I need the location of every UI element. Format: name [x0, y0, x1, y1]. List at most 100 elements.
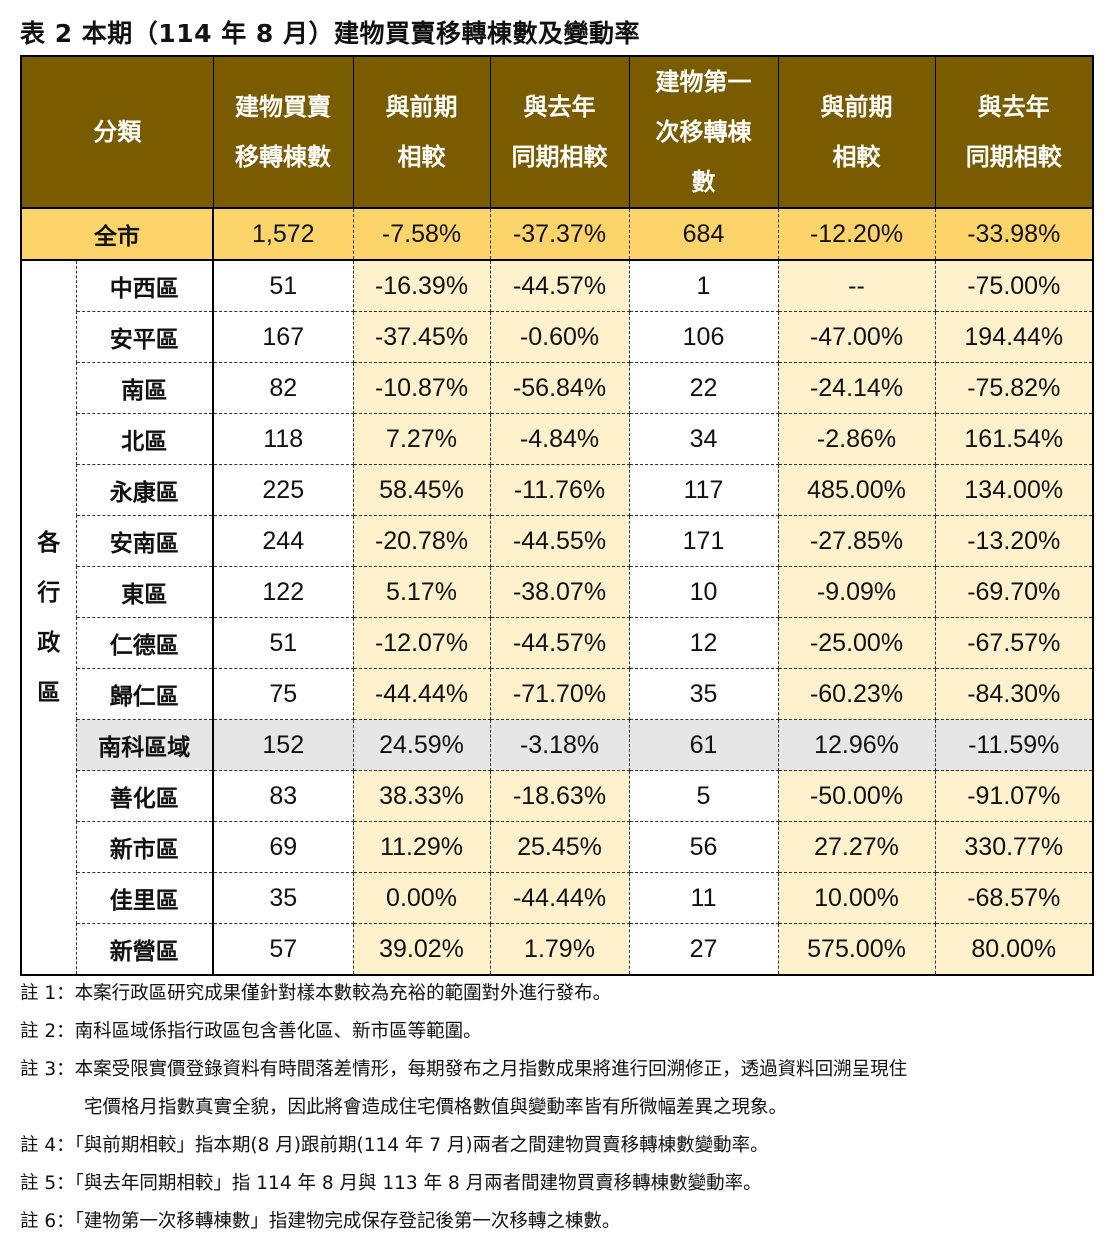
- value-cell: 684: [628, 207, 779, 261]
- table-row: 仁德區 51 -12.07% -44.57% 12 -25.00% -67.57%: [21, 617, 1094, 669]
- value-cell: 5: [628, 770, 779, 822]
- header-vs-previous: 與前期 相較: [352, 55, 491, 209]
- value-cell: -75.82%: [934, 362, 1094, 414]
- total-row: 全市 1,572 -7.58% -37.37% 684 -12.20% -33.98%: [20, 207, 1094, 261]
- value-cell: 575.00%: [777, 923, 936, 976]
- value-cell: -44.44%: [489, 872, 630, 924]
- value-cell: -68.57%: [934, 872, 1094, 924]
- value-cell: 10: [628, 566, 779, 618]
- table-row: 安南區 244 -20.78% -44.55% 171 -27.85% -13.20%: [21, 515, 1094, 567]
- district-name: 中西區: [75, 259, 214, 312]
- value-cell: -12.07%: [352, 617, 491, 669]
- value-cell: -24.14%: [777, 362, 936, 414]
- value-cell: 82: [212, 362, 354, 414]
- value-cell: 22: [628, 362, 779, 414]
- value-cell: 117: [628, 464, 779, 516]
- district-name: 永康區: [75, 464, 214, 516]
- district-name: 仁德區: [75, 617, 214, 669]
- value-cell: 69: [212, 821, 354, 873]
- value-cell: -37.37%: [489, 207, 630, 261]
- value-cell: 167: [212, 311, 354, 363]
- value-cell: -75.00%: [934, 259, 1094, 312]
- table-title: 表 2 本期（114 年 8 月）建物買賣移轉棟數及變動率: [20, 19, 640, 48]
- district-name: 南區: [75, 362, 214, 414]
- value-cell: -20.78%: [352, 515, 491, 567]
- transfer-table: 分類 建物買賣 移轉棟數 與前期 相較 與去年 同期相較 建物第一 次移轉棟數 與前期相…: [20, 55, 1094, 976]
- header-transfers: 建物買賣 移轉棟數: [212, 55, 354, 209]
- value-cell: -56.84%: [489, 362, 630, 414]
- table-row: 永康區 225 58.45% -11.76% 117 485.00% 134.00%: [21, 464, 1094, 516]
- value-cell: 1,572: [212, 207, 354, 261]
- value-cell: -0.60%: [489, 311, 630, 363]
- value-cell: -71.70%: [489, 668, 630, 720]
- value-cell: -18.63%: [489, 770, 630, 822]
- value-cell: 5.17%: [352, 566, 491, 618]
- value-cell: 1: [628, 259, 779, 312]
- value-cell: -67.57%: [934, 617, 1094, 669]
- value-cell: -33.98%: [934, 207, 1094, 261]
- district-name: 善化區: [75, 770, 214, 822]
- value-cell: 194.44%: [934, 311, 1094, 363]
- value-cell: 51: [212, 617, 354, 669]
- footnote: 註 6：「建物第一次移轉棟數」指建物完成保存登記後第一次移轉之棟數。: [20, 1211, 621, 1232]
- value-cell: -91.07%: [934, 770, 1094, 822]
- value-cell: 24.59%: [352, 719, 491, 771]
- district-name: 安南區: [75, 515, 214, 567]
- value-cell: -9.09%: [777, 566, 936, 618]
- value-cell: 51: [212, 259, 354, 312]
- group-label: 各行政區: [20, 259, 77, 976]
- district-name: 南科區域: [75, 719, 214, 771]
- value-cell: 35: [628, 668, 779, 720]
- district-name: 北區: [75, 413, 214, 465]
- table-row: 各行政區中西區 51 -16.39% -44.57% 1 -- -75.00%: [20, 259, 1094, 976]
- table-row: 善化區 83 38.33% -18.63% 5 -50.00% -91.07%: [21, 770, 1094, 822]
- value-cell: 25.45%: [489, 821, 630, 873]
- value-cell: 244: [212, 515, 354, 567]
- header-first-vs-previous: 與前期 相較: [777, 55, 936, 209]
- table-row: 安平區 167 -37.45% -0.60% 106 -47.00% 194.44%: [21, 311, 1094, 363]
- value-cell: 161.54%: [934, 413, 1094, 465]
- value-cell: 10.00%: [777, 872, 936, 924]
- header-category: 分類: [20, 55, 214, 209]
- value-cell: 27.27%: [777, 821, 936, 873]
- header-first-vs-last-year: 與去年 同期相較: [934, 55, 1094, 209]
- value-cell: 106: [628, 311, 779, 363]
- value-cell: 83: [212, 770, 354, 822]
- table-row: 歸仁區 75 -44.44% -71.70% 35 -60.23% -84.30%: [21, 668, 1094, 720]
- table-row: 新營區 57 39.02% 1.79% 27 575.00% 80.00%: [21, 923, 1094, 976]
- value-cell: -84.30%: [934, 668, 1094, 720]
- value-cell: 11: [628, 872, 779, 924]
- value-cell: -44.55%: [489, 515, 630, 567]
- header-vs-last-year: 與去年 同期相較: [489, 55, 630, 209]
- value-cell: --: [777, 259, 936, 312]
- value-cell: -25.00%: [777, 617, 936, 669]
- value-cell: 118: [212, 413, 354, 465]
- value-cell: 80.00%: [934, 923, 1094, 976]
- footnote: 註 2：南科區域係指行政區包含善化區、新市區等範圍。: [20, 1021, 482, 1042]
- value-cell: 7.27%: [352, 413, 491, 465]
- value-cell: 11.29%: [352, 821, 491, 873]
- value-cell: -60.23%: [777, 668, 936, 720]
- footnote: 註 1：本案行政區研究成果僅針對樣本數較為充裕的範圍對外進行發布。: [20, 983, 612, 1004]
- value-cell: 56: [628, 821, 779, 873]
- header-row: 分類 建物買賣 移轉棟數 與前期 相較 與去年 同期相較 建物第一 次移轉棟數 與前期相…: [20, 55, 1094, 209]
- value-cell: 34: [628, 413, 779, 465]
- footnote: 註 5：「與去年同期相較」指 114 年 8 月與 113 年 8 月兩者間建物…: [20, 1173, 762, 1194]
- value-cell: 27: [628, 923, 779, 976]
- value-cell: 58.45%: [352, 464, 491, 516]
- value-cell: -4.84%: [489, 413, 630, 465]
- value-cell: -12.20%: [777, 207, 936, 261]
- value-cell: 1.79%: [489, 923, 630, 976]
- value-cell: -27.85%: [777, 515, 936, 567]
- value-cell: 330.77%: [934, 821, 1094, 873]
- value-cell: -37.45%: [352, 311, 491, 363]
- value-cell: -44.57%: [489, 617, 630, 669]
- footnote: 註 3：本案受限實價登錄資料有時間落差情形，每期發布之月指數成果將進行回溯修正，…: [20, 1059, 908, 1080]
- table-row: 東區 122 5.17% -38.07% 10 -9.09% -69.70%: [21, 566, 1094, 618]
- row-label: 全市: [20, 207, 214, 261]
- value-cell: 35: [212, 872, 354, 924]
- value-cell: -47.00%: [777, 311, 936, 363]
- district-name: 歸仁區: [75, 668, 214, 720]
- value-cell: -44.44%: [352, 668, 491, 720]
- value-cell: 225: [212, 464, 354, 516]
